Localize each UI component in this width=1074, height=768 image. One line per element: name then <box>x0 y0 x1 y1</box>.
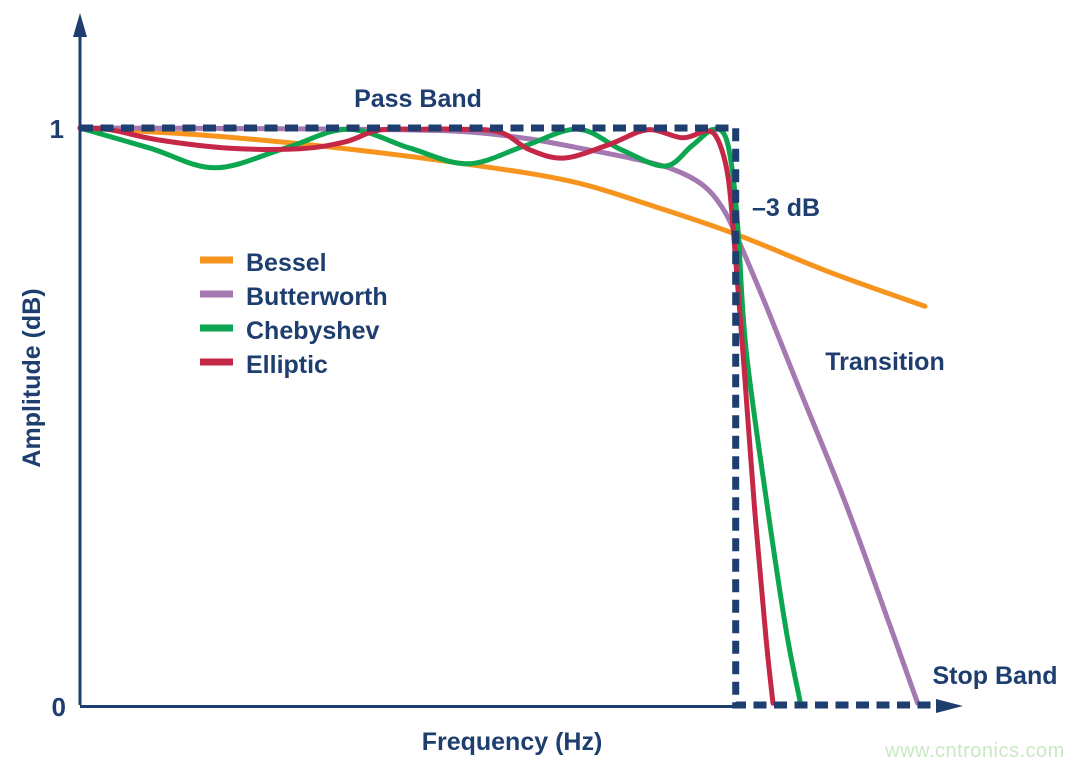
legend-label-butterworth: Butterworth <box>246 283 388 311</box>
ideal-response-dashed-line <box>80 124 940 709</box>
y-tick-0: 0 <box>52 692 66 722</box>
stop-band-arrow-icon <box>936 699 963 713</box>
legend-item-bessel: Bessel <box>200 249 327 277</box>
transition-label: Transition <box>825 348 944 376</box>
legend: Bessel Butterworth Chebyshev Elliptic <box>200 249 388 379</box>
minus-3db-label: –3 dB <box>752 194 820 222</box>
x-axis-label: Frequency (Hz) <box>422 728 603 756</box>
legend-label-bessel: Bessel <box>246 249 327 277</box>
pass-band-label: Pass Band <box>354 85 482 113</box>
chebyshev-curve <box>77 125 803 706</box>
ideal-response-layer <box>80 124 940 709</box>
bessel-curve <box>77 125 928 309</box>
y-axis-arrow-icon <box>73 13 87 37</box>
stop-band-label: Stop Band <box>933 662 1058 690</box>
legend-item-chebyshev: Chebyshev <box>200 317 379 345</box>
legend-label-elliptic: Elliptic <box>246 351 328 379</box>
legend-item-butterworth: Butterworth <box>200 283 388 311</box>
y-tick-1: 1 <box>50 114 64 144</box>
legend-item-elliptic: Elliptic <box>200 351 328 379</box>
elliptic-curve <box>77 125 776 706</box>
watermark: www.cntronics.com <box>884 740 1065 762</box>
y-axis-label: Amplitude (dB) <box>18 288 46 467</box>
legend-label-chebyshev: Chebyshev <box>246 317 379 345</box>
